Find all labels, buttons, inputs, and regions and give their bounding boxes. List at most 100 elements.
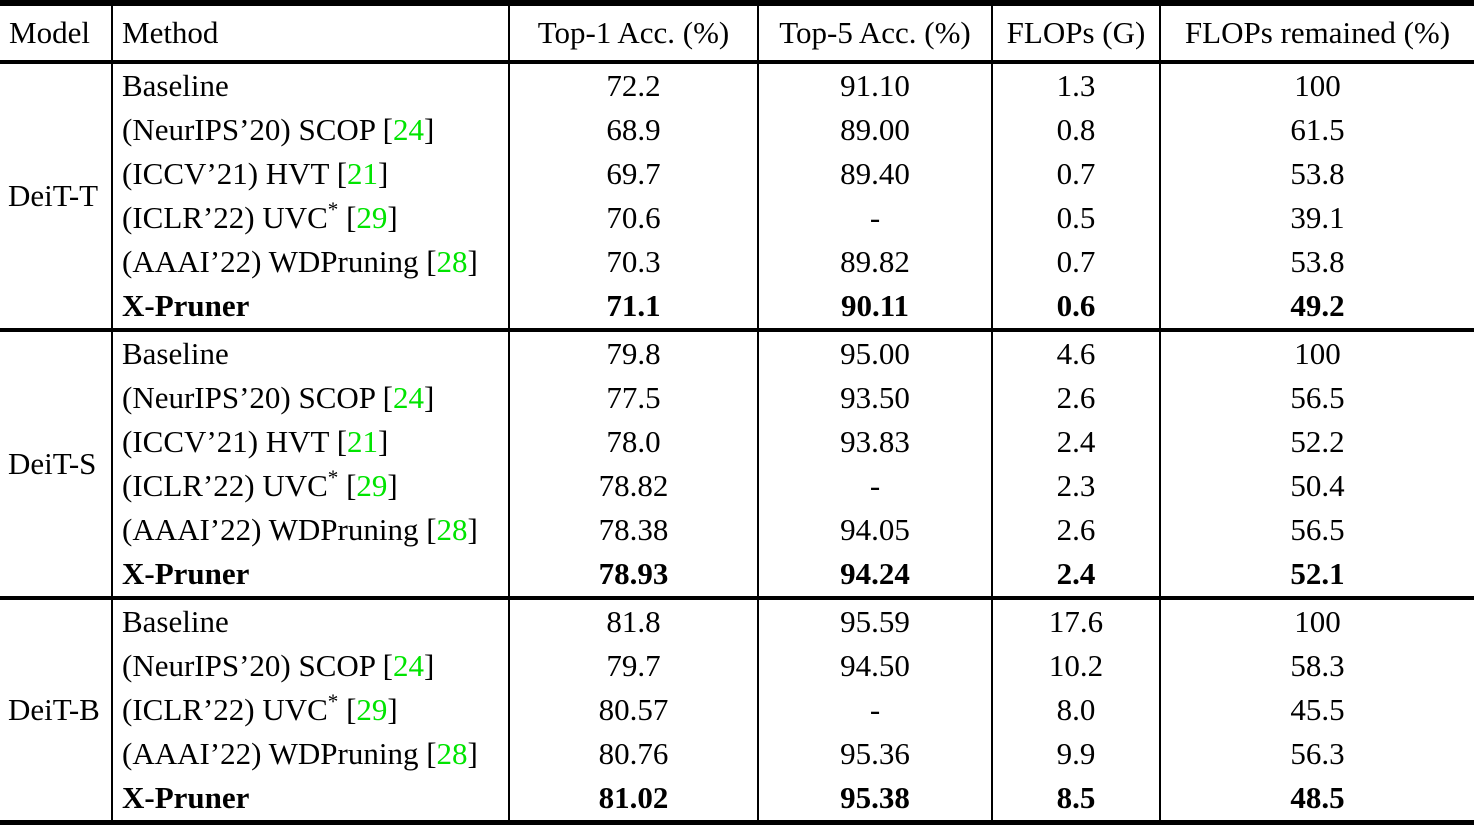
- model-cell: DeiT-T: [0, 62, 113, 330]
- table-row: (NeurIPS’20) SCOP [24] 68.9 89.00 0.8 61.5: [0, 108, 1474, 152]
- method-name: (NeurIPS’20) SCOP: [122, 380, 375, 415]
- model-cell: DeiT-B: [0, 596, 113, 823]
- top1-acc-cell: 79.7: [509, 644, 759, 688]
- top5-acc-cell: 89.82: [758, 240, 993, 284]
- flops-cell: 2.3: [992, 464, 1161, 508]
- flops-cell: 2.4: [992, 420, 1161, 464]
- flops-cell: 1.3: [992, 62, 1161, 108]
- flops-remained-cell: 56.3: [1290, 736, 1345, 771]
- top1-acc-cell: 71.1: [509, 284, 759, 330]
- method-cell: X-Pruner: [112, 552, 510, 598]
- citation-number: 28: [436, 512, 468, 547]
- method-name: X-Pruner: [122, 288, 250, 323]
- top5-acc-cell: 94.24: [758, 552, 993, 598]
- method-name: (ICCV’21) HVT: [122, 424, 329, 459]
- col-header-flops: FLOPs (G): [992, 3, 1161, 64]
- citation-number: 29: [356, 200, 388, 235]
- table-row: X-Pruner 71.1 90.11 0.6 49.2: [0, 284, 1474, 330]
- top5-acc-cell: -: [758, 688, 993, 732]
- asterisk-marker: *: [327, 197, 339, 222]
- top5-acc-cell: 95.36: [758, 732, 993, 776]
- method-cell: Baseline: [112, 62, 510, 108]
- top1-acc-cell: 69.7: [509, 152, 759, 196]
- flops-cell: 2.4: [992, 552, 1161, 598]
- col-header-flops-remained: FLOPs remained (%): [1160, 3, 1474, 64]
- top5-acc-cell: -: [758, 196, 993, 240]
- top5-acc-cell: 89.00: [758, 108, 993, 152]
- table-row: (ICLR’22) UVC* [29] 80.57-8.0 45.5: [0, 688, 1474, 732]
- method-cell: (ICLR’22) UVC* [29]: [112, 196, 510, 240]
- top5-acc-cell: 94.50: [758, 644, 993, 688]
- citation-number: 28: [436, 244, 468, 279]
- method-cell: (AAAI’22) WDPruning [28]: [112, 240, 510, 284]
- method-cell: (ICLR’22) UVC* [29]: [112, 688, 510, 732]
- top1-acc-cell: 79.8: [509, 328, 759, 376]
- flops-remained-cell: 52.2: [1290, 424, 1345, 459]
- citation-number: 28: [436, 736, 468, 771]
- table-row: DeiT-T Baseline 72.2 91.10 1.3 100: [0, 62, 1474, 330]
- table-row: (NeurIPS’20) SCOP [24] 79.7 94.50 10.2 58.3: [0, 644, 1474, 688]
- method-cell: (ICCV’21) HVT [21]: [112, 420, 510, 464]
- top1-acc-cell: 68.9: [509, 108, 759, 152]
- flops-cell: 0.5: [992, 196, 1161, 240]
- top5-acc-cell: 94.05: [758, 508, 993, 552]
- top5-acc-cell: 93.50: [758, 376, 993, 420]
- top1-acc-cell: 78.82: [509, 464, 759, 508]
- flops-remained-cell: 100: [1160, 596, 1474, 644]
- table-row: X-Pruner 78.93 94.24 2.4 52.1: [0, 552, 1474, 598]
- flops-remained-cell: 39.1: [1290, 200, 1345, 235]
- method-name: (ICLR’22) UVC: [122, 200, 328, 235]
- asterisk-marker: *: [327, 689, 339, 714]
- method-name: (ICCV’21) HVT: [122, 156, 329, 191]
- table-row: (NeurIPS’20) SCOP [24] 77.5 93.50 2.6 56.5: [0, 376, 1474, 420]
- method-cell: (AAAI’22) WDPruning [28]: [112, 508, 510, 552]
- table-row: (AAAI’22) WDPruning [28] 78.38 94.05 2.6 56.…: [0, 508, 1474, 552]
- top1-acc-cell: 70.3: [509, 240, 759, 284]
- method-cell: (ICLR’22) UVC* [29]: [112, 464, 510, 508]
- method-name: X-Pruner: [122, 780, 250, 815]
- method-cell: (NeurIPS’20) SCOP [24]: [112, 376, 510, 420]
- top1-acc-cell: 81.8: [509, 596, 759, 644]
- header-row: Model Method Top-1 Acc. (%) Top-5 Acc. (…: [0, 3, 1474, 64]
- flops-cell: 0.6: [992, 284, 1161, 330]
- model-cell: DeiT-S: [0, 328, 113, 598]
- flops-remained-cell: 53.8: [1290, 156, 1345, 191]
- table-row: X-Pruner 81.02 95.38 8.5 48.5: [0, 776, 1474, 823]
- flops-cell: 0.7: [992, 240, 1161, 284]
- citation-number: 24: [392, 380, 424, 415]
- col-header-top5-acc: Top-5 Acc. (%): [758, 3, 993, 64]
- method-name: X-Pruner: [122, 556, 250, 591]
- method-name: Baseline: [122, 68, 229, 103]
- top5-acc-cell: 93.83: [758, 420, 993, 464]
- flops-cell: 8.0: [992, 688, 1161, 732]
- top5-acc-cell: 95.59: [758, 596, 993, 644]
- method-name: (ICLR’22) UVC: [122, 692, 328, 727]
- method-name: Baseline: [122, 336, 229, 371]
- citation-number: 29: [356, 468, 388, 503]
- flops-cell: 4.6: [992, 328, 1161, 376]
- table-row: DeiT-S Baseline 79.8 95.00 4.6 100: [0, 328, 1474, 598]
- flops-remained-cell: 61.5: [1290, 112, 1345, 147]
- flops-cell: 0.7: [992, 152, 1161, 196]
- flops-remained-cell: 52.1: [1290, 556, 1345, 591]
- flops-remained-cell: 45.5: [1290, 692, 1345, 727]
- flops-cell: 17.6: [992, 596, 1161, 644]
- table-row: DeiT-B Baseline 81.8 95.59 17.6 100: [0, 596, 1474, 823]
- flops-remained-cell: 56.5: [1290, 512, 1345, 547]
- citation-number: 21: [347, 156, 379, 191]
- flops-remained-cell: 53.8: [1290, 244, 1345, 279]
- flops-remained-cell: 100: [1294, 68, 1341, 103]
- col-header-method: Method: [112, 3, 510, 64]
- flops-remained-cell: 100: [1160, 328, 1474, 376]
- model-group-deit-t: DeiT-T Baseline 72.2 91.10 1.3 100 (NeurIPS’20…: [0, 62, 1474, 330]
- method-cell: Baseline: [112, 596, 510, 644]
- citation-number: 29: [356, 692, 388, 727]
- flops-cell: 10.2: [992, 644, 1161, 688]
- method-name: (AAAI’22) WDPruning: [122, 244, 419, 279]
- top5-acc-cell: 90.11: [758, 284, 993, 330]
- top1-acc-cell: 80.76: [509, 732, 759, 776]
- flops-remained-cell: 58.3: [1290, 648, 1345, 683]
- flops-cell: 2.6: [992, 376, 1161, 420]
